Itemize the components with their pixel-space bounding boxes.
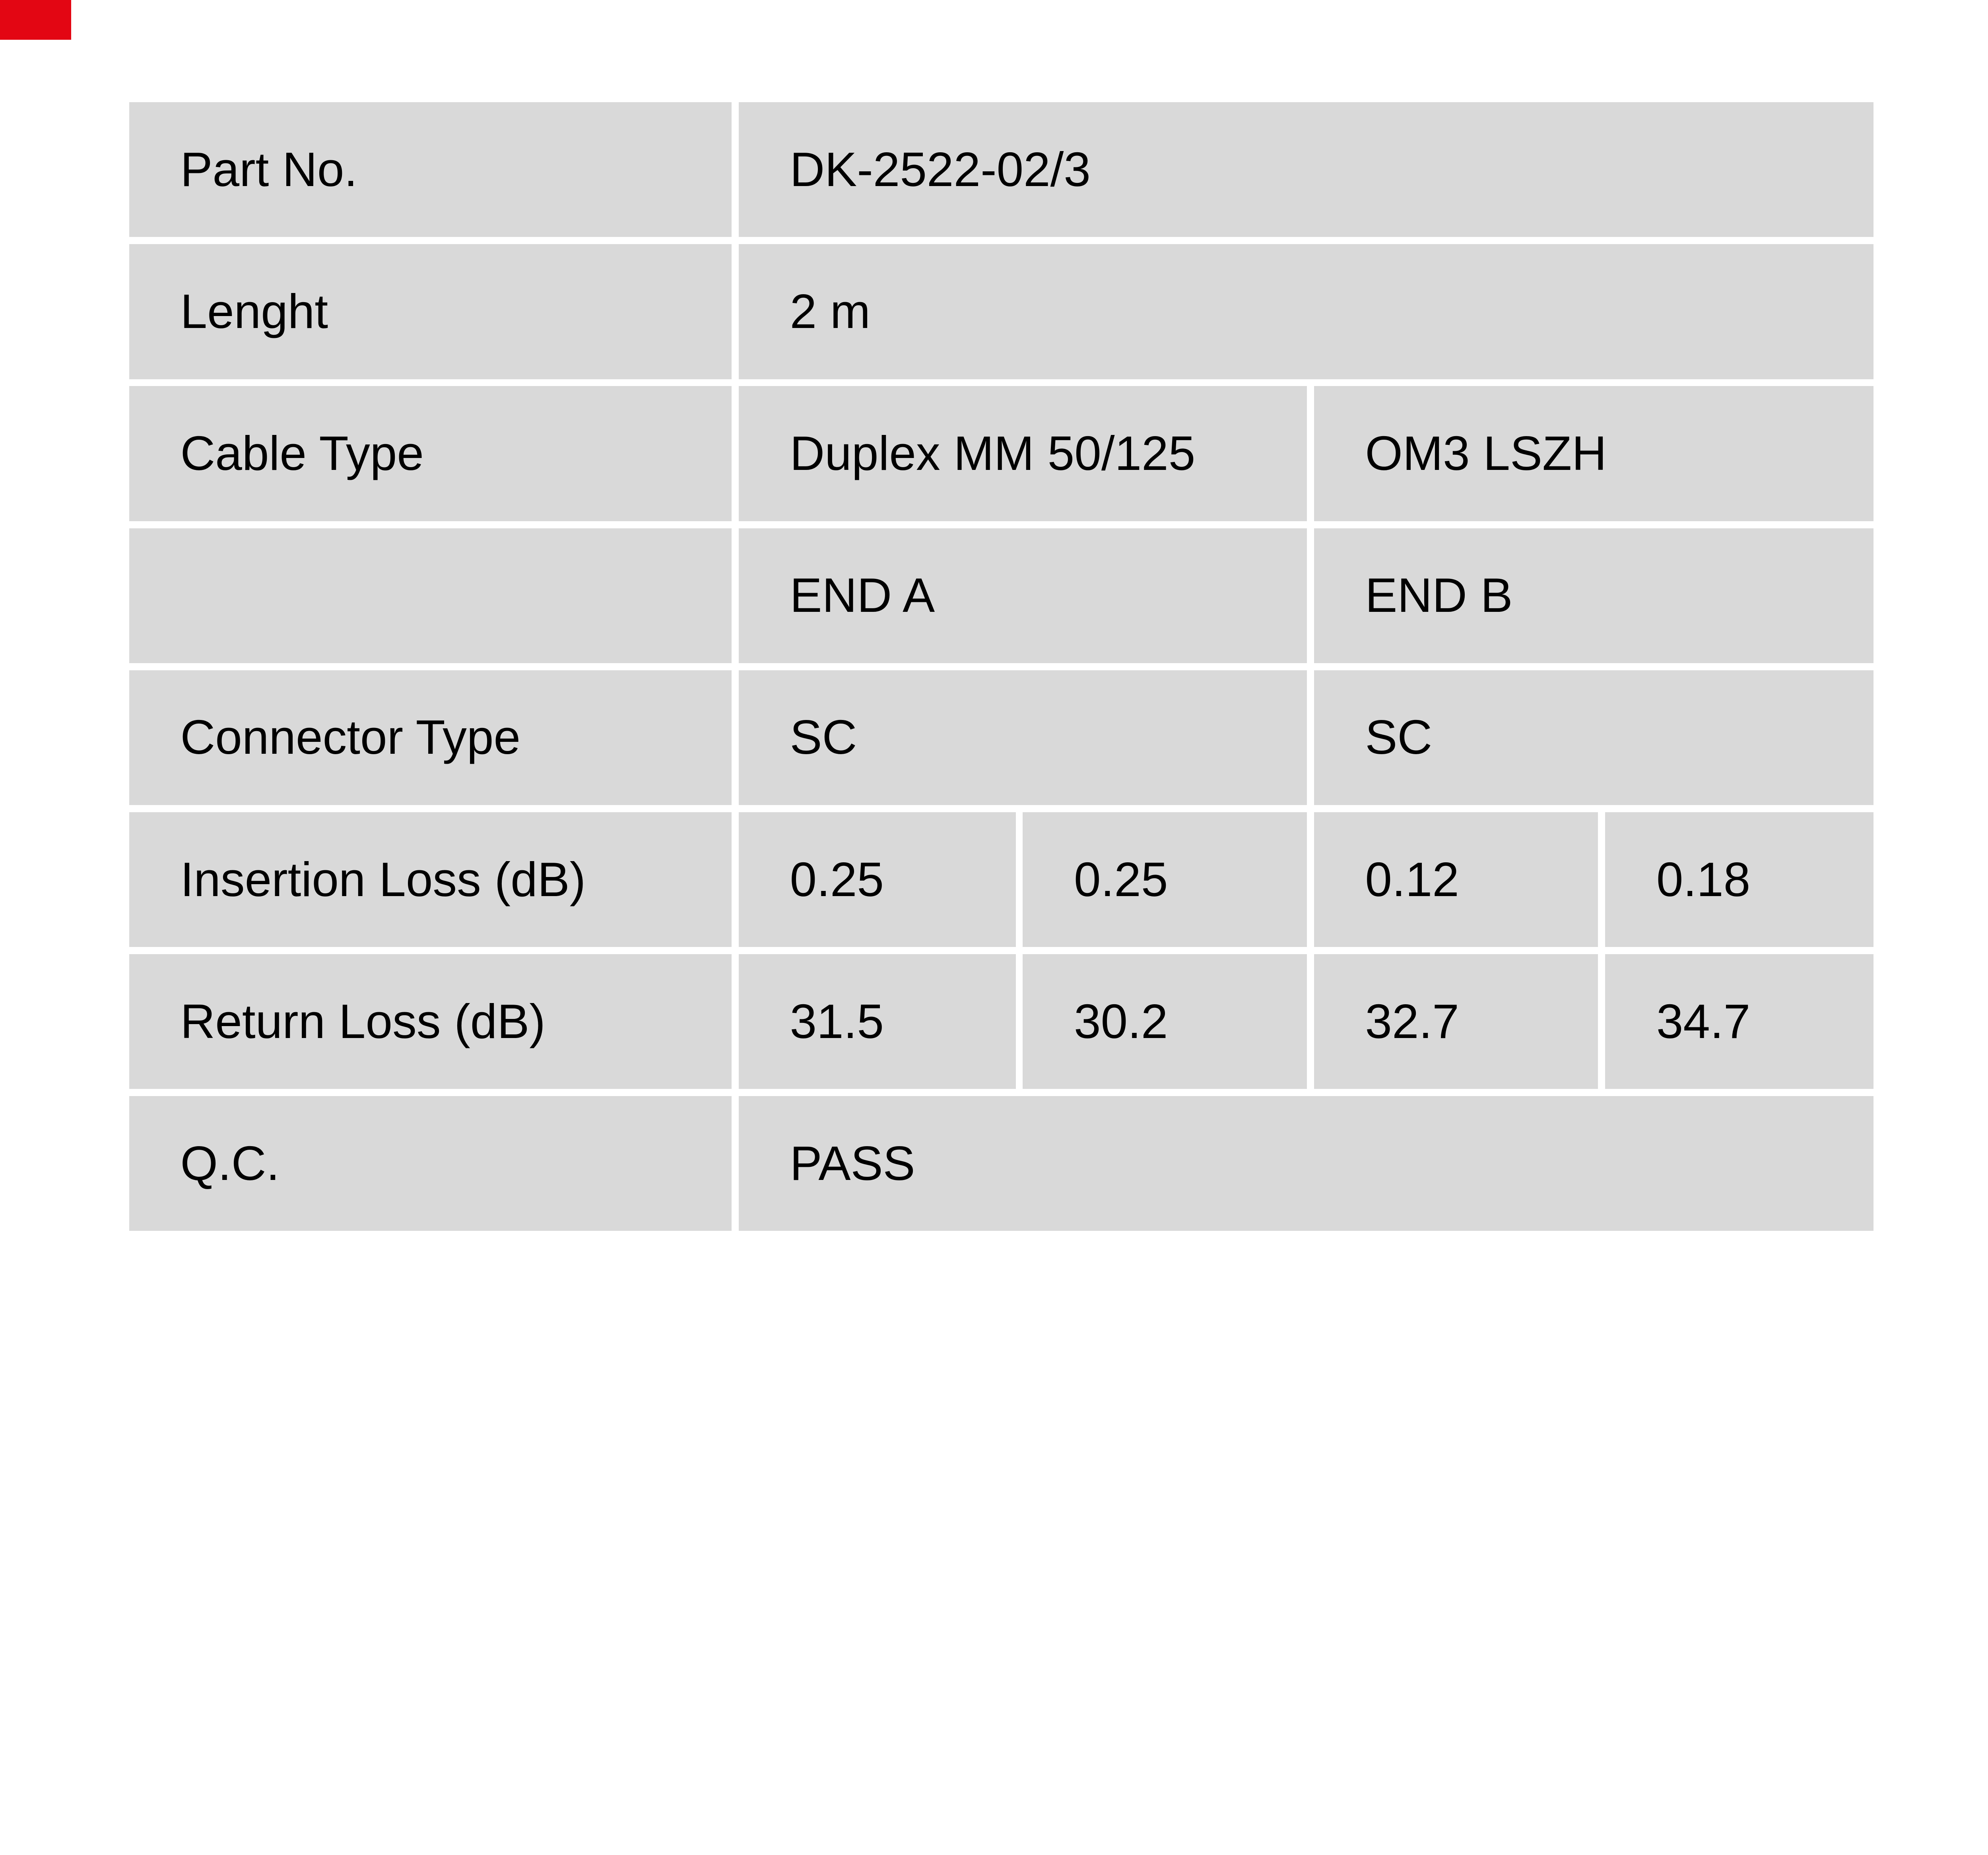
label-cable-type: Cable Type bbox=[129, 386, 732, 521]
value-return-loss-b1: 32.7 bbox=[1314, 954, 1598, 1089]
label-empty bbox=[129, 528, 732, 663]
label-insertion-loss: Insertion Loss (dB) bbox=[129, 812, 732, 947]
value-cable-type-1: Duplex MM 50/125 bbox=[739, 386, 1307, 521]
value-qc: PASS bbox=[739, 1096, 1874, 1231]
label-qc: Q.C. bbox=[129, 1096, 732, 1231]
value-insertion-loss-a2: 0.25 bbox=[1023, 812, 1307, 947]
label-part-no: Part No. bbox=[129, 102, 732, 237]
value-insertion-loss-b2: 0.18 bbox=[1605, 812, 1874, 947]
label-connector-type: Connector Type bbox=[129, 670, 732, 805]
value-return-loss-a2: 30.2 bbox=[1023, 954, 1307, 1089]
spec-table: Part No. DK-2522-02/3 Lenght 2 m Cable T… bbox=[129, 102, 1874, 1231]
header-end-a: END A bbox=[739, 528, 1307, 663]
value-return-loss-a1: 31.5 bbox=[739, 954, 1016, 1089]
value-insertion-loss-b1: 0.12 bbox=[1314, 812, 1598, 947]
value-connector-end-a: SC bbox=[739, 670, 1307, 805]
value-return-loss-b2: 34.7 bbox=[1605, 954, 1874, 1089]
value-insertion-loss-a1: 0.25 bbox=[739, 812, 1016, 947]
value-part-no: DK-2522-02/3 bbox=[739, 102, 1874, 237]
label-length: Lenght bbox=[129, 244, 732, 379]
red-corner-mark bbox=[0, 0, 71, 40]
label-return-loss: Return Loss (dB) bbox=[129, 954, 732, 1089]
value-cable-type-2: OM3 LSZH bbox=[1314, 386, 1874, 521]
value-connector-end-b: SC bbox=[1314, 670, 1874, 805]
value-length: 2 m bbox=[739, 244, 1874, 379]
header-end-b: END B bbox=[1314, 528, 1874, 663]
spec-sheet: Part No. DK-2522-02/3 Lenght 2 m Cable T… bbox=[0, 0, 1874, 1231]
